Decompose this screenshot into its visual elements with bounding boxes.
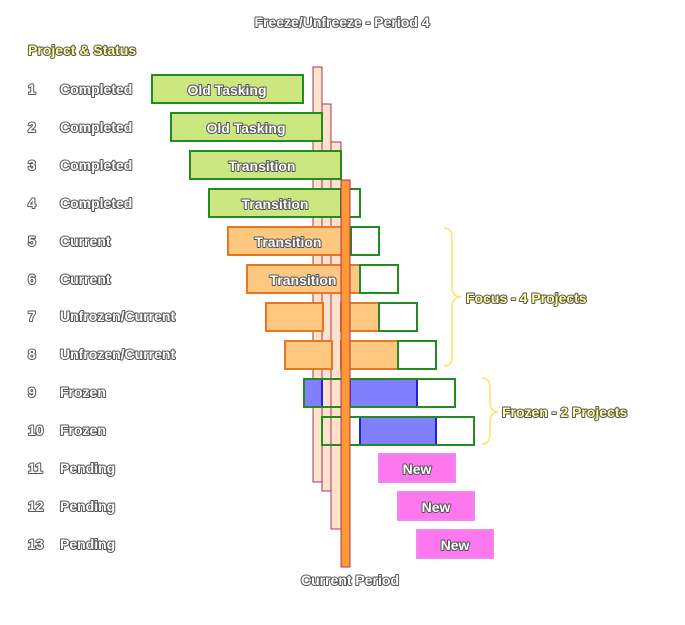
- diagram-title: Freeze/Unfreeze - Period 4: [254, 14, 429, 30]
- project-2-number: 2: [28, 119, 36, 135]
- project-5-number: 5: [28, 233, 36, 249]
- project-4-number: 4: [28, 195, 36, 211]
- project-11-number: 11: [28, 460, 43, 476]
- row-11-bar: [378, 453, 456, 483]
- row-13-bar: [416, 529, 494, 559]
- project-12-number: 12: [28, 498, 44, 514]
- project-10-status: Frozen: [60, 422, 106, 438]
- row-3-bar: [189, 150, 342, 180]
- row-5-bar: [227, 226, 352, 256]
- row-10-bar-outline: [321, 416, 475, 446]
- project-9-status: Frozen: [60, 384, 106, 400]
- row-13-bar-label: New: [441, 537, 470, 553]
- project-13-status: Pending: [60, 536, 115, 552]
- project-1-number: 1: [28, 81, 36, 97]
- project-9-number: 9: [28, 384, 36, 400]
- row-12-bar: [397, 491, 475, 521]
- project-10-number: 10: [28, 422, 44, 438]
- project-3-status: Completed: [60, 157, 132, 173]
- project-5-status: Current: [60, 233, 111, 249]
- row-5-bar-tail: [350, 226, 380, 256]
- row-6-bar-tail: [359, 264, 399, 294]
- row-9-bar-b: [349, 378, 418, 408]
- row-1-bar-label: Old Tasking: [187, 82, 266, 98]
- row-9-bar-outline: [303, 378, 456, 408]
- row-10-bar: [359, 416, 437, 446]
- focus-group-label: Focus - 4 Projects: [466, 290, 587, 306]
- row-2-bar-label: Old Tasking: [206, 120, 285, 136]
- row-2-bar: [170, 112, 323, 142]
- row-1-bar: [151, 74, 304, 104]
- project-8-status: Unfrozen/Current: [60, 346, 175, 362]
- frozen-brace: [481, 377, 499, 445]
- row-12-bar-label: New: [422, 499, 451, 515]
- row-3-bar-label: Transition: [229, 158, 296, 174]
- row-5-bar-label: Transition: [255, 234, 322, 250]
- row-4-bar-label: Transition: [242, 196, 309, 212]
- project-7-number: 7: [28, 308, 36, 324]
- project-11-status: Pending: [60, 460, 115, 476]
- project-2-status: Completed: [60, 119, 132, 135]
- project-3-number: 3: [28, 157, 36, 173]
- row-6-bar-label: Transition: [270, 272, 337, 288]
- project-list: 1 Completed 2 Completed 3 Completed 4 Co…: [27, 80, 176, 553]
- row-8-bar-a: [284, 340, 333, 370]
- header-label: Project & Status: [28, 42, 136, 58]
- project-12-status: Pending: [60, 498, 115, 514]
- current-period-label: Current Period: [301, 572, 399, 588]
- project-7-status: Unfrozen/Current: [60, 308, 175, 324]
- row-9-bar-a: [303, 378, 323, 408]
- project-6-number: 6: [28, 271, 36, 287]
- project-6-status: Current: [60, 271, 111, 287]
- focus-brace: [443, 227, 462, 367]
- project-8-number: 8: [28, 346, 36, 362]
- project-13-number: 13: [28, 536, 44, 552]
- project-1-status: Completed: [60, 81, 132, 97]
- current-period-column: [340, 179, 351, 568]
- row-8-bar-tail: [397, 340, 437, 370]
- row-11-bar-label: New: [403, 461, 432, 477]
- frozen-group-label: Frozen - 2 Projects: [502, 404, 627, 420]
- row-7-bar-tail: [378, 302, 418, 332]
- row-7-bar-a: [265, 302, 324, 332]
- project-4-status: Completed: [60, 195, 132, 211]
